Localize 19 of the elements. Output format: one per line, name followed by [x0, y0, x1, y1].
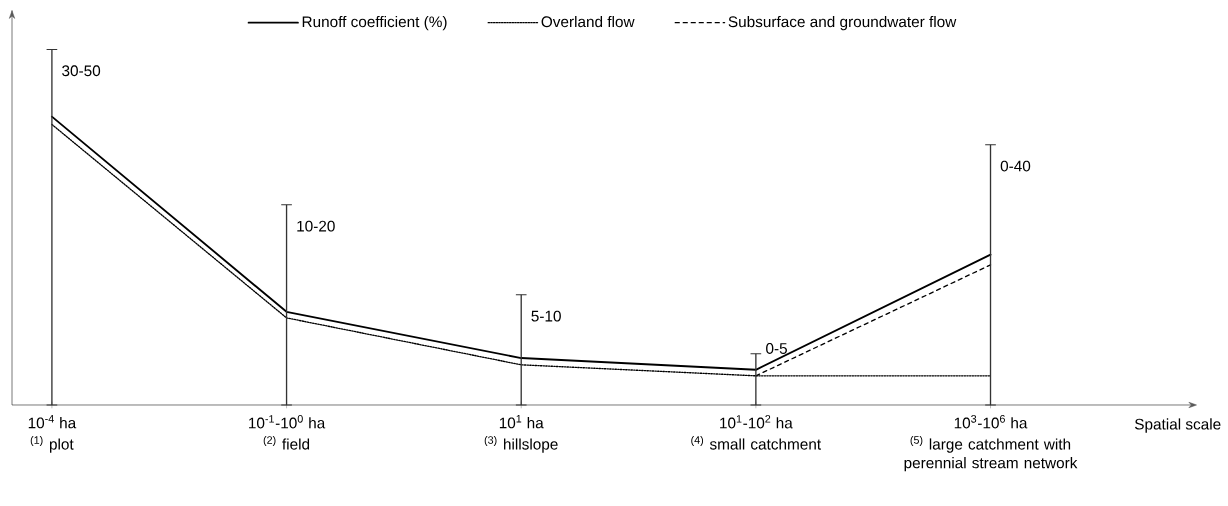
x-tick-label: 10$^{-1}$-10$^{0}$ ha — [249, 415, 326, 429]
legend-label: Runoff coefficient (%) — [302, 15, 447, 31]
x-tick-label: 10$^{-4}$ ha — [28, 415, 77, 429]
text: $^{(3)}$ hillslope — [484, 435, 558, 453]
text: $^{(2)}$ field — [263, 435, 310, 450]
annotation: 0-40 — [1000, 160, 1031, 172]
text: $^{(5)}$ large catchment with perennial stream network — [904, 435, 1078, 472]
annotation: 5-10 — [531, 310, 561, 322]
x-axis-title: Spatial scale — [1134, 418, 1221, 433]
legend-label: Subsurface and groundwater flow — [728, 15, 957, 31]
text: $^{(1)}$ plot — [30, 435, 74, 453]
x-tick-label: 10$^{3}$-10$^{6}$ ha — [954, 415, 1028, 429]
x-tick-label: 10$^{1}$-10$^{2}$ ha — [720, 415, 793, 429]
x-tick-label: 10$^{1}$ ha — [499, 415, 544, 429]
annotation: 30-50 — [62, 65, 101, 77]
annotation: 0-5 — [766, 343, 787, 354]
legend-label: Overland flow — [541, 15, 635, 28]
annotation: 10-20 — [297, 220, 335, 232]
text: $^{(4)}$ small catchment — [691, 435, 821, 450]
